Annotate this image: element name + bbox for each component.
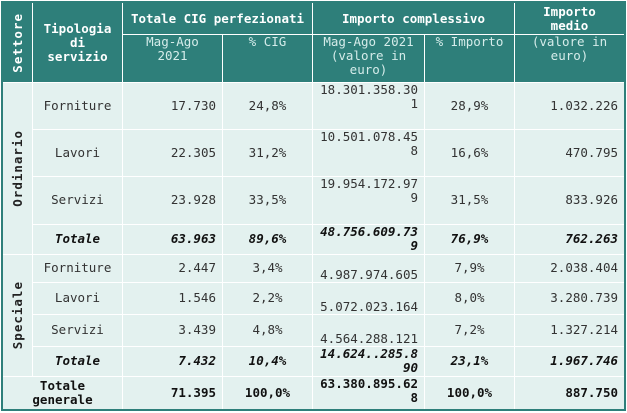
medio-cell: 2.038.404 bbox=[514, 253, 625, 283]
medio-cell: 3.280.739 bbox=[514, 281, 625, 315]
cig-cell: 17.730 bbox=[122, 82, 223, 131]
pct-importo-cell: 8,0% bbox=[424, 281, 515, 315]
table-row: Servizi 23.928 33,5% 19.954.172.979 31,5… bbox=[3, 176, 625, 225]
table-row: Lavori 1.546 2,2% 5.072.023.164 8,0% 3.2… bbox=[3, 281, 625, 315]
pct-importo-header: % Importo bbox=[424, 34, 515, 84]
grand-total-pct-cig: 100,0% bbox=[222, 375, 313, 411]
importo-cell: 19.954.172.979 bbox=[312, 176, 425, 225]
mag-ago-cig-header: Mag-Ago 2021 bbox=[122, 34, 223, 84]
grand-total-pct-importo: 100,0% bbox=[424, 375, 515, 411]
table-row-total: Totale 63.963 89,6% 48.756.609.739 76,9%… bbox=[3, 223, 625, 255]
pct-cig-cell: 4,8% bbox=[222, 313, 313, 347]
medio-cell: 1.327.214 bbox=[514, 313, 625, 347]
importo-cell: 14.624..285.890 bbox=[312, 345, 425, 377]
grand-total-importo: 63.380.895.628 bbox=[312, 375, 425, 411]
tipologia-cell: Lavori bbox=[32, 129, 123, 178]
grand-total-row: Totale generale 71.395 100,0% 63.380.895… bbox=[2, 375, 625, 411]
cig-cell: 22.305 bbox=[122, 129, 223, 178]
importo-cell: 4.987.974.605 bbox=[312, 253, 425, 283]
tipologia-cell: Servizi bbox=[32, 176, 123, 225]
table-row: Speciale Forniture 2.447 3,4% 4.987.974.… bbox=[2, 253, 625, 377]
medio-cell: 1.967.746 bbox=[514, 345, 625, 377]
valore-medio-header: (valore in euro) bbox=[514, 34, 625, 84]
pct-cig-cell: 33,5% bbox=[222, 176, 313, 225]
grand-total-cig: 71.395 bbox=[122, 375, 223, 411]
medio-cell: 762.263 bbox=[514, 223, 625, 255]
pct-cig-cell: 3,4% bbox=[222, 253, 313, 283]
pct-importo-cell: 7,9% bbox=[424, 253, 515, 283]
medio-cell: 470.795 bbox=[514, 129, 625, 178]
pct-importo-cell: 7,2% bbox=[424, 313, 515, 347]
table-row: Servizi 3.439 4,8% 4.564.288.121 7,2% 1.… bbox=[3, 313, 625, 347]
table-row-total: Totale 7.432 10,4% 14.624..285.890 23,1%… bbox=[3, 345, 625, 377]
header-row-top: Settore Tipologia di servizio Totale CIG… bbox=[2, 1, 625, 84]
importo-cell: 48.756.609.739 bbox=[312, 223, 425, 255]
cig-cell: 23.928 bbox=[122, 176, 223, 225]
cig-cell: 3.439 bbox=[122, 313, 223, 347]
cig-cell: 7.432 bbox=[122, 345, 223, 377]
medio-cell: 1.032.226 bbox=[514, 82, 625, 131]
pct-importo-cell: 76,9% bbox=[424, 223, 515, 255]
totale-cig-header: Totale CIG perfezionati bbox=[122, 1, 313, 36]
table-row: Ordinario Forniture 17.730 24,8% 18.301.… bbox=[2, 82, 625, 255]
cig-cell: 1.546 bbox=[122, 281, 223, 315]
grand-total-label: Totale generale bbox=[2, 375, 123, 411]
tipologia-cell: Totale bbox=[32, 345, 123, 377]
pct-importo-cell: 28,9% bbox=[424, 82, 515, 131]
importo-cell: 10.501.078.458 bbox=[312, 129, 425, 178]
pct-cig-cell: 89,6% bbox=[222, 223, 313, 255]
mag-ago-importo-header: Mag-Ago 2021 (valore in euro) bbox=[312, 34, 425, 84]
importo-complessivo-header: Importo complessivo bbox=[312, 1, 515, 36]
tipologia-cell: Forniture bbox=[32, 82, 123, 131]
grand-total-medio: 887.750 bbox=[514, 375, 625, 411]
cig-cell: 2.447 bbox=[122, 253, 223, 283]
pct-importo-cell: 16,6% bbox=[424, 129, 515, 178]
pct-cig-cell: 2,2% bbox=[222, 281, 313, 315]
pct-cig-cell: 24,8% bbox=[222, 82, 313, 131]
section-label-speciale: Speciale bbox=[2, 253, 33, 377]
settore-header: Settore bbox=[2, 1, 33, 84]
importo-cell: 5.072.023.164 bbox=[312, 281, 425, 315]
pct-importo-cell: 23,1% bbox=[424, 345, 515, 377]
tipologia-header: Tipologia di servizio bbox=[32, 1, 123, 84]
importo-cell: 4.564.288.121 bbox=[312, 313, 425, 347]
tipologia-cell: Totale bbox=[32, 223, 123, 255]
pct-importo-cell: 31,5% bbox=[424, 176, 515, 225]
medio-cell: 833.926 bbox=[514, 176, 625, 225]
importo-cell: 18.301.358.301 bbox=[312, 82, 425, 131]
section-label-ordinario: Ordinario bbox=[2, 82, 33, 255]
table-row: Lavori 22.305 31,2% 10.501.078.458 16,6%… bbox=[3, 129, 625, 178]
pct-cig-cell: 10,4% bbox=[222, 345, 313, 377]
pct-cig-cell: 31,2% bbox=[222, 129, 313, 178]
cig-cell: 63.963 bbox=[122, 223, 223, 255]
pct-cig-header: % CIG bbox=[222, 34, 313, 84]
tipologia-cell: Lavori bbox=[32, 281, 123, 315]
tipologia-cell: Servizi bbox=[32, 313, 123, 347]
tipologia-cell: Forniture bbox=[32, 253, 123, 283]
importo-medio-header: Importo medio bbox=[514, 1, 625, 36]
header-row-sub: Mag-Ago 2021 % CIG Mag-Ago 2021 (valore … bbox=[3, 34, 625, 84]
